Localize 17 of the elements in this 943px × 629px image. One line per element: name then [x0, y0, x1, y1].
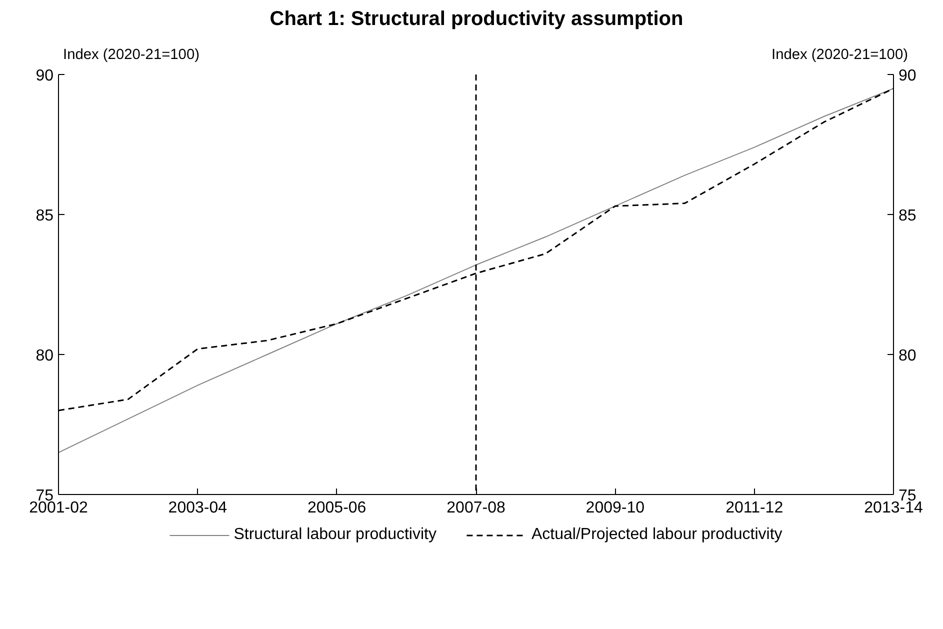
- y-axis-title: Index (2020-21=100): [63, 46, 200, 65]
- y-tick-label: 80: [36, 348, 54, 364]
- chart-title: Chart 1: Structural productivity assumption: [270, 7, 684, 32]
- y2-tick-label: 90: [898, 68, 916, 84]
- y-tick-label: 85: [36, 208, 54, 224]
- y2-tick-label: 80: [898, 348, 916, 364]
- x-tick-label: 2007-08: [446, 500, 506, 516]
- x-tick-label: 2005-06: [307, 500, 366, 516]
- y2-tick-label: 85: [898, 208, 916, 224]
- x-tick-label: 2013-14: [864, 500, 923, 516]
- x-tick-label: 2009-10: [586, 500, 645, 516]
- y2-axis-title: Index (2020-21=100): [772, 46, 908, 65]
- x-tick-label: 2003-04: [168, 500, 228, 516]
- y-tick-label: 90: [36, 68, 54, 84]
- legend-label: Actual/Projected labour productivity: [531, 526, 782, 544]
- x-tick-label: 2011-12: [726, 500, 784, 516]
- legend-label: Structural labour productivity: [234, 526, 436, 544]
